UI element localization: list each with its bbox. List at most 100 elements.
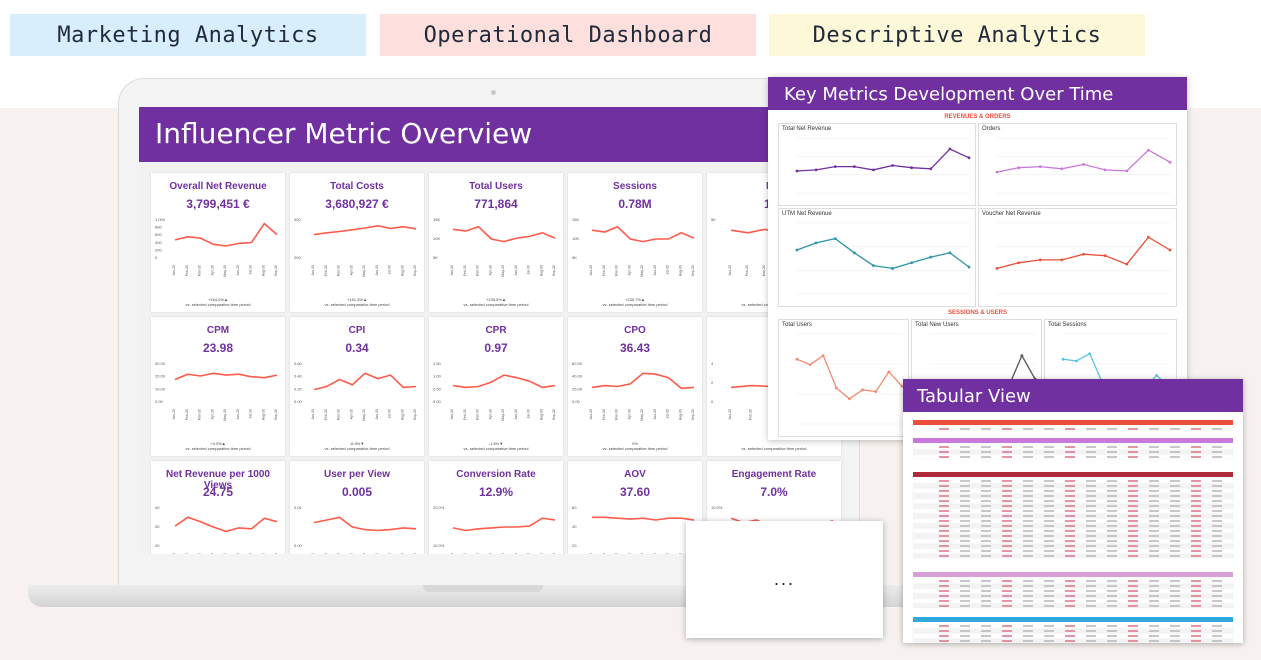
marketing-analytics-tag: Marketing Analytics: [10, 14, 366, 56]
metric-card[interactable]: Conversion Rate 12.9% 20.0% 10.0% Jan-20 Feb-…: [429, 461, 563, 554]
x-tick-label: Apr-20: [210, 265, 214, 276]
y-tick-label: 40: [572, 524, 577, 529]
y-tick-label: 0.50: [433, 386, 442, 391]
more-views-ellipsis: ...: [773, 569, 795, 589]
key-metric-chart[interactable]: UTM Net Revenue: [778, 208, 976, 307]
metric-change: +235.7%▲: [625, 297, 645, 302]
table-cell: [1107, 635, 1117, 637]
key-metric-point: [1125, 169, 1129, 173]
x-tick-label: Jan-20: [589, 265, 593, 276]
table-cell: [1149, 550, 1159, 552]
y-tick-label: 400: [155, 240, 162, 245]
table-cell: [1191, 510, 1201, 512]
table-cell: [960, 530, 970, 532]
key-metric-chart[interactable]: Total Users: [778, 319, 909, 437]
x-tick-label: Aug-20: [400, 265, 404, 276]
x-tick-label: Jan-20: [728, 265, 732, 276]
table-cell: [1107, 495, 1117, 497]
key-metric-chart[interactable]: Total Net Revenue: [778, 123, 976, 206]
table-cell: [1149, 505, 1159, 507]
x-tick-label: Jan-20: [728, 409, 732, 420]
table-cell: [1086, 515, 1096, 517]
table-cell: [1023, 590, 1033, 592]
table-cell: [1044, 580, 1054, 582]
table-cell: [1149, 555, 1159, 557]
table-cell: [1002, 485, 1012, 487]
table-cell: [1023, 535, 1033, 537]
y-tick-label: 4: [711, 361, 714, 366]
table-cell: [1023, 446, 1033, 448]
table-cell: [939, 540, 949, 542]
metric-card-name: Conversion Rate: [456, 469, 536, 480]
table-cell: [981, 625, 991, 627]
table-cell: [960, 545, 970, 547]
table-cell: [1191, 505, 1201, 507]
x-tick-label: Jan-20: [589, 553, 593, 554]
laptop-screen: Influencer Metric Overview Overall Net R…: [139, 107, 845, 554]
table-cell: [1212, 580, 1222, 582]
table-cell: [1107, 525, 1117, 527]
x-tick-label: Jul-20: [249, 553, 253, 554]
table-cell: [1107, 630, 1117, 632]
x-tick-label: Mar-20: [762, 265, 766, 276]
x-tick-label: Apr-20: [488, 265, 492, 276]
table-cell: [960, 550, 970, 552]
y-tick-label: 0: [711, 399, 714, 404]
x-tick-label: Jul-20: [527, 553, 531, 554]
y-tick-label: 15K: [433, 217, 440, 222]
table-cell: [1191, 535, 1201, 537]
table-cell: [1128, 515, 1138, 517]
metric-card[interactable]: CPM 23.98 30.00 20.00 10.00 0.00 Jan-20 Feb-20 M…: [151, 317, 285, 456]
comparison-note: vs. selected comparative time period: [741, 446, 807, 451]
metric-card[interactable]: Sessions 0.78M 15K 10K 5K Jan-20 Feb-20 Mar-20 A…: [568, 173, 702, 312]
x-tick-label: May-20: [223, 265, 227, 277]
y-tick-label: 30.00: [155, 361, 166, 366]
y-tick-label: 1.50: [433, 361, 442, 366]
x-tick-label: Jan-20: [450, 409, 454, 420]
key-metric-point: [967, 156, 971, 160]
key-metric-chart[interactable]: Orders: [978, 123, 1177, 206]
metric-card-value: 12.9%: [478, 485, 514, 499]
y-tick-label: 20: [155, 543, 160, 548]
table-cell: [1149, 590, 1159, 592]
key-metric-point: [814, 168, 818, 172]
x-tick-label: Jun-20: [236, 553, 240, 554]
table-cell: [1107, 550, 1117, 552]
table-cell: [960, 555, 970, 557]
metric-card[interactable]: AOV 37.60 60 40 20 Jan-20 Feb-20 Mar-20 Apr-20 Ma…: [568, 461, 702, 554]
key-metric-point: [852, 251, 856, 255]
table-cell: [1170, 520, 1180, 522]
key-metric-chart-title: Orders: [982, 126, 1001, 132]
metric-card[interactable]: Total Users 771,864 15K 10K 5K Jan-20 Feb-20 Ma…: [429, 173, 563, 312]
key-metric-point: [1125, 262, 1129, 266]
x-tick-label: May-20: [501, 553, 505, 554]
x-tick-label: Sep-20: [552, 265, 556, 276]
metric-card[interactable]: Overall Net Revenue 3,799,451 € 1,000 800 60…: [151, 173, 285, 312]
key-metric-point: [833, 237, 837, 241]
table-cell: [1065, 635, 1075, 637]
table-cell: [1170, 500, 1180, 502]
metric-card[interactable]: CPO 36.43 60.00 40.00 20.00 0.00 Jan-20 Feb-20 M…: [568, 317, 702, 456]
table-cell: [1212, 520, 1222, 522]
table-cell: [1107, 451, 1117, 453]
key-metric-chart[interactable]: Voucher Net Revenue: [978, 208, 1177, 307]
metric-card[interactable]: CPR 0.97 1.50 1.00 0.50 0.00 Jan-20 Feb-20 Mar-2…: [429, 317, 563, 456]
metric-card[interactable]: CPI 0.34 0.60 0.40 0.20 0.00 Jan-20 Feb-20 Mar-2…: [290, 317, 424, 456]
metric-card[interactable]: User per View 0.005 0.01 0.00 Jan-20 Feb-20 Ma…: [290, 461, 424, 554]
more-views-card[interactable]: ...: [686, 521, 883, 638]
table-cell: [960, 590, 970, 592]
table-cell: [1065, 545, 1075, 547]
y-tick-label: 2: [711, 380, 714, 385]
metric-card[interactable]: Total Costs 3,680,927 € 400 200 Jan-20 Feb-20…: [290, 173, 424, 312]
table-cell: [1191, 515, 1201, 517]
table-cell: [1107, 480, 1117, 482]
x-tick-label: Aug-20: [678, 265, 682, 276]
y-tick-label: 15K: [572, 217, 579, 222]
table-cell: [1086, 520, 1096, 522]
table-cell: [939, 446, 949, 448]
tabular-view-panel[interactable]: Tabular View: [903, 379, 1243, 643]
table-cell: [981, 490, 991, 492]
x-tick-label: Apr-20: [349, 553, 353, 554]
x-tick-label: Aug-20: [261, 265, 265, 276]
